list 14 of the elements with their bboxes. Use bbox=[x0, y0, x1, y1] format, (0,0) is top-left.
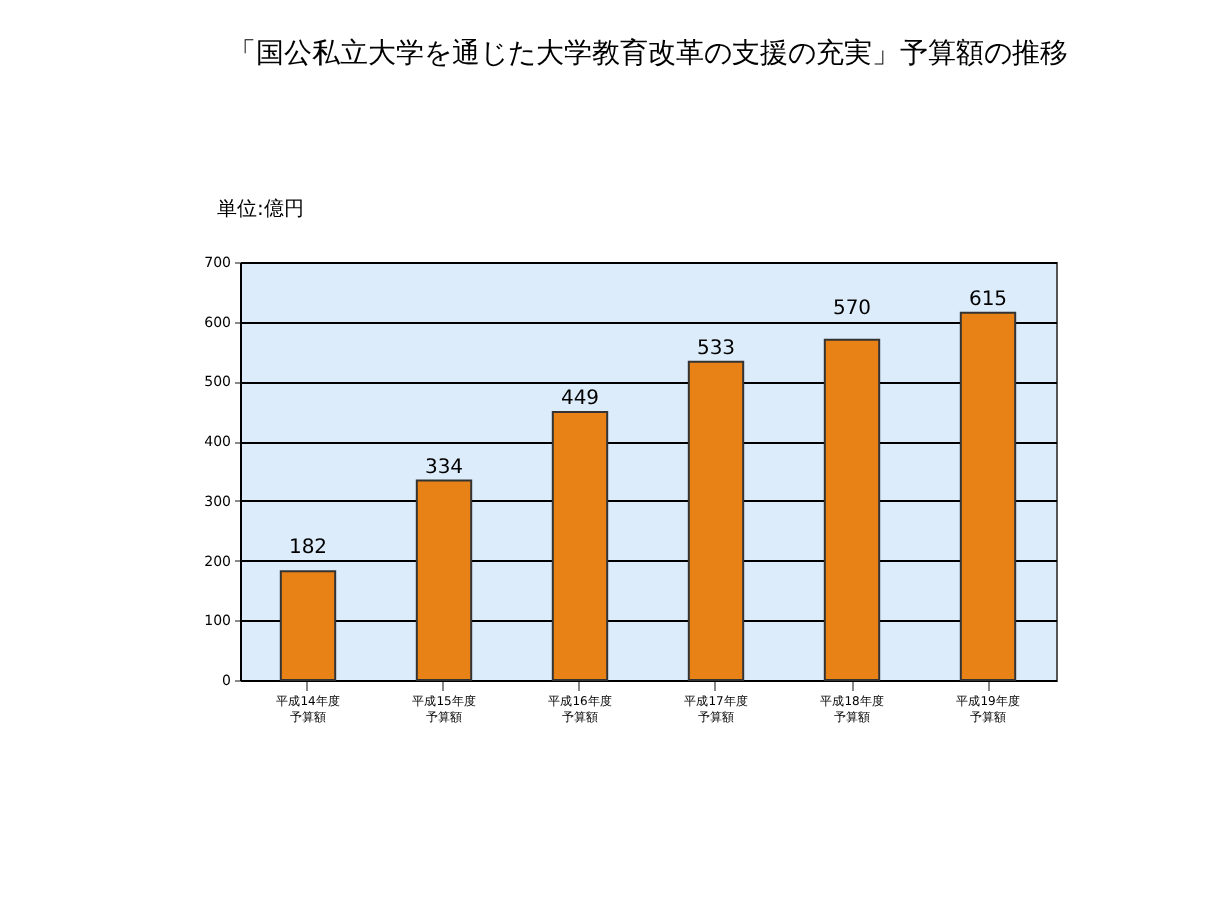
bar bbox=[687, 360, 745, 681]
data-label: 182 bbox=[288, 536, 328, 559]
data-label: 334 bbox=[424, 456, 464, 479]
data-label: 449 bbox=[560, 387, 600, 410]
chart-title: 「国公私立大学を通じた大学教育改革の支援の充実」予算額の推移 bbox=[228, 36, 1068, 70]
data-label: 533 bbox=[696, 337, 736, 360]
bar bbox=[279, 570, 337, 681]
bar bbox=[551, 410, 609, 681]
data-label: 570 bbox=[832, 297, 872, 320]
y-axis-title: 単位:億円 bbox=[217, 197, 304, 221]
data-label: 615 bbox=[968, 288, 1008, 311]
bar bbox=[823, 338, 881, 681]
bar bbox=[959, 311, 1017, 681]
bar bbox=[415, 479, 473, 681]
